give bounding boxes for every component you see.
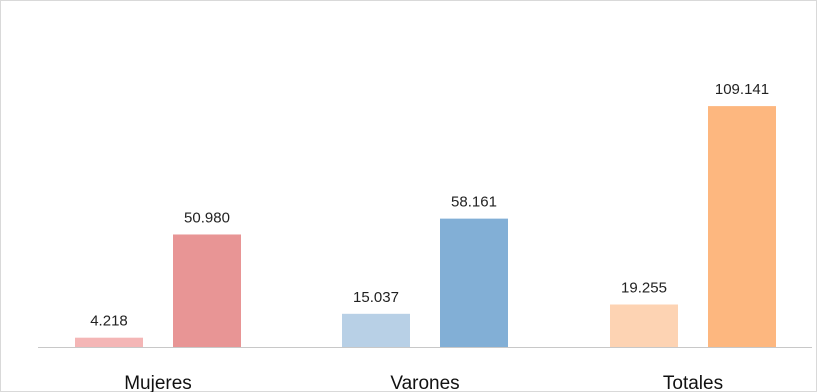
value-label-totales-1: 19.255 [621,280,667,297]
value-label-mujeres-2: 50.980 [184,209,230,226]
value-label-mujeres-1: 4.218 [90,313,128,330]
value-label-varones-1: 15.037 [353,289,399,306]
bar-varones-1 [342,313,410,347]
category-labels-group: Mujeres Varones Totales [124,373,723,392]
value-label-totales-2: 109.141 [715,81,769,98]
bar-totales-1 [610,304,678,347]
value-labels-group: 4.218 50.980 15.037 58.161 19.255 109.141 [90,81,769,330]
bar-mujeres-2 [173,234,241,347]
value-label-varones-2: 58.161 [451,194,497,211]
bars-group [75,106,776,347]
category-label-varones: Varones [390,373,459,392]
bar-mujeres-1 [75,337,143,347]
category-label-mujeres: Mujeres [124,373,192,392]
category-label-totales: Totales [663,373,723,392]
bar-totales-2 [708,106,776,347]
bar-varones-2 [440,218,508,347]
